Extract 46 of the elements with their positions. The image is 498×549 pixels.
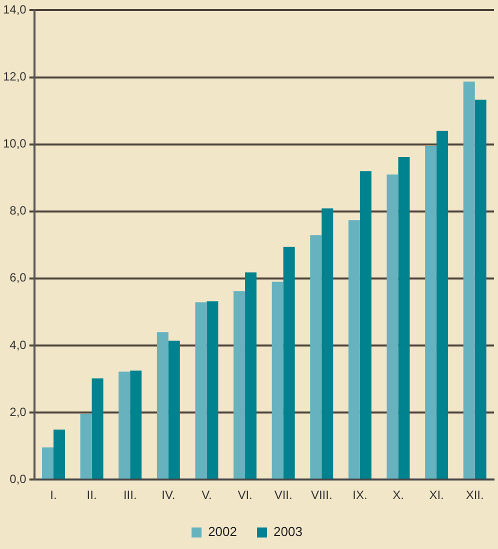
legend-label: 2002 — [208, 524, 237, 540]
bar — [245, 272, 257, 479]
x-tick-label: I. — [50, 488, 57, 502]
bar — [283, 246, 295, 479]
legend-label: 2003 — [274, 524, 302, 540]
bar — [130, 370, 142, 479]
bar — [206, 301, 218, 479]
bar — [474, 100, 486, 479]
x-tick-label: XI. — [429, 488, 444, 502]
bar — [234, 291, 246, 479]
y-tick-label: 14,0 — [2, 2, 27, 17]
bar — [425, 146, 437, 479]
x-tick-label: IX. — [352, 488, 368, 502]
x-tick-label: XII. — [466, 488, 484, 502]
bar — [463, 82, 475, 479]
bar — [398, 157, 410, 479]
x-tick-label: VI. — [238, 488, 252, 502]
bar — [348, 220, 360, 479]
y-tick-label: 0,0 — [10, 472, 27, 486]
y-tick-label: 2,0 — [10, 404, 27, 419]
bar — [42, 447, 54, 479]
bar — [436, 130, 448, 479]
bar — [310, 235, 322, 479]
y-tick-label: 12,0 — [2, 70, 27, 84]
bar — [386, 174, 398, 479]
x-tick-label: IV. — [162, 488, 176, 502]
x-tick-label: III. — [123, 488, 137, 502]
y-tick-label: 4,0 — [10, 338, 27, 352]
bar — [272, 282, 284, 479]
bar — [322, 208, 334, 479]
x-tick-label: V. — [202, 488, 212, 502]
y-tick-label: 8,0 — [10, 204, 27, 218]
bar — [156, 332, 168, 479]
y-tick-label: 6,0 — [10, 270, 27, 285]
x-tick-label: VII. — [274, 488, 292, 502]
x-tick-label: VIII. — [310, 488, 332, 502]
bar — [360, 171, 372, 479]
bar — [80, 414, 92, 479]
bar — [195, 302, 207, 479]
y-tick-label: 10,0 — [2, 136, 27, 151]
bar — [168, 340, 180, 479]
x-tick-label: II. — [86, 488, 97, 502]
bar — [118, 372, 130, 479]
bar — [54, 430, 65, 479]
bar — [92, 378, 104, 479]
x-tick-label: X. — [392, 488, 404, 502]
